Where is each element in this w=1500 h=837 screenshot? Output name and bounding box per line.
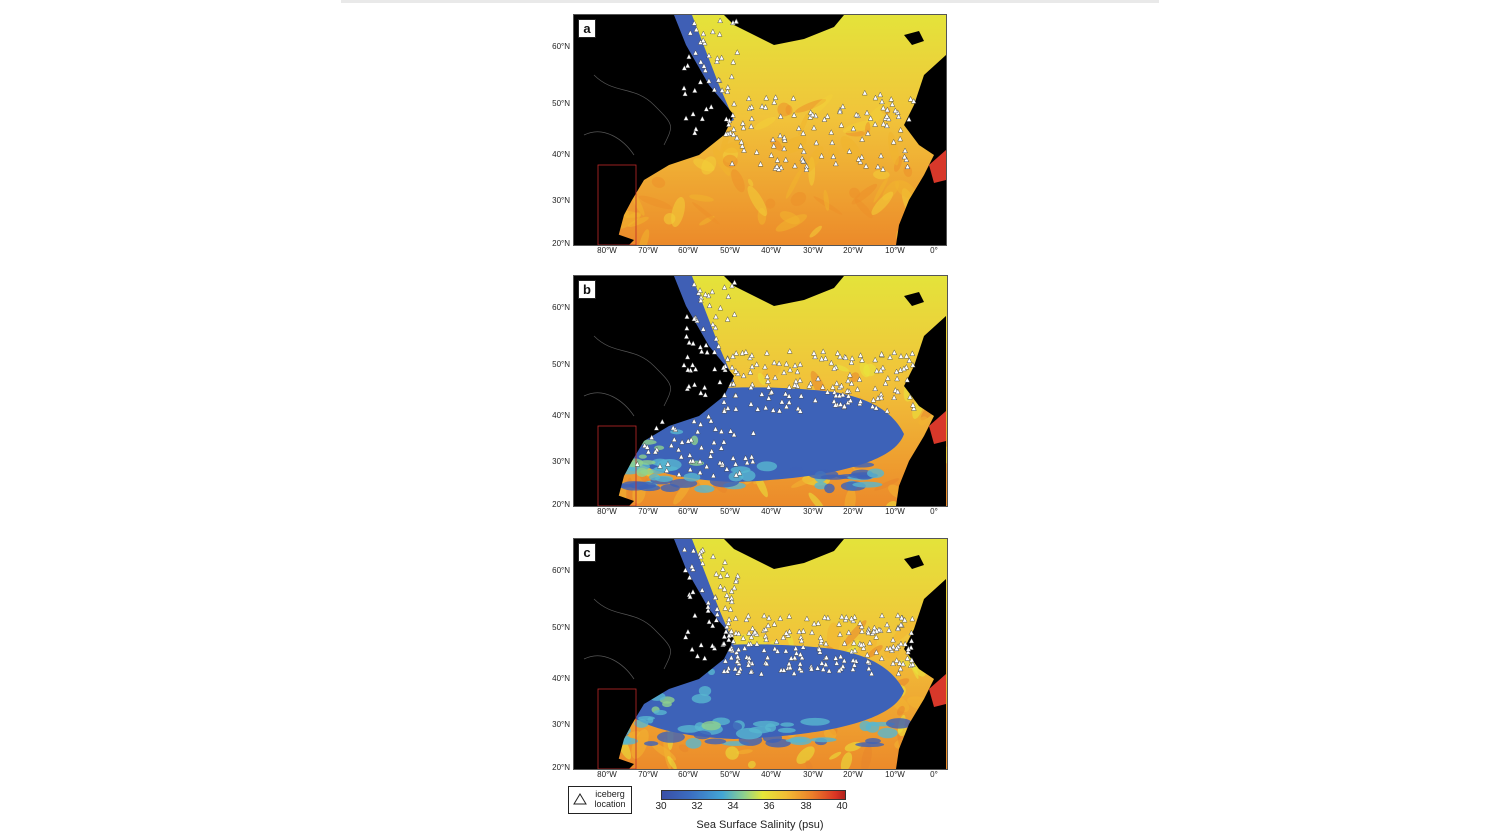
lat-label: 60°N bbox=[552, 566, 570, 575]
lon-label: 70°W bbox=[638, 770, 658, 779]
panel-label: a bbox=[578, 19, 596, 38]
lon-label: 10°W bbox=[885, 507, 905, 516]
lon-label: 50°W bbox=[720, 770, 740, 779]
lon-label: 50°W bbox=[720, 507, 740, 516]
lon-label: 40°W bbox=[761, 507, 781, 516]
colorbar-tick: 40 bbox=[836, 801, 848, 812]
colorbar-tick: 36 bbox=[763, 801, 775, 812]
map-panel-b: b bbox=[573, 275, 948, 507]
colorbar-tick: 30 bbox=[655, 801, 667, 812]
lon-label: 30°W bbox=[803, 246, 823, 255]
lon-label: 40°W bbox=[761, 770, 781, 779]
lat-label: 30°N bbox=[552, 457, 570, 466]
iceberg-legend: iceberg location bbox=[568, 786, 632, 814]
lat-label: 50°N bbox=[552, 99, 570, 108]
lat-label: 20°N bbox=[552, 500, 570, 509]
legend-text: iceberg location bbox=[590, 789, 630, 809]
lon-label: 80°W bbox=[597, 770, 617, 779]
lon-label: 20°W bbox=[843, 770, 863, 779]
panel-label: b bbox=[578, 280, 596, 299]
lon-label: 30°W bbox=[803, 770, 823, 779]
lon-label: 60°W bbox=[678, 507, 698, 516]
lon-label: 0° bbox=[930, 770, 938, 779]
lon-label: 50°W bbox=[720, 246, 740, 255]
lon-label: 20°W bbox=[843, 246, 863, 255]
lat-label: 40°N bbox=[552, 674, 570, 683]
lon-label: 60°W bbox=[678, 770, 698, 779]
lat-label: 30°N bbox=[552, 196, 570, 205]
lon-label: 10°W bbox=[885, 770, 905, 779]
map-panel-c: c bbox=[573, 538, 948, 770]
lat-label: 30°N bbox=[552, 720, 570, 729]
lat-label: 20°N bbox=[552, 239, 570, 248]
top-divider bbox=[341, 0, 1159, 3]
lon-label: 30°W bbox=[803, 507, 823, 516]
lat-label: 50°N bbox=[552, 623, 570, 632]
colorbar-tick: 34 bbox=[727, 801, 739, 812]
colorbar-label: Sea Surface Salinity (psu) bbox=[696, 819, 824, 831]
panel-label: c bbox=[578, 543, 596, 562]
lon-label: 70°W bbox=[638, 246, 658, 255]
lon-label: 10°W bbox=[885, 246, 905, 255]
lon-label: 80°W bbox=[597, 507, 617, 516]
sea-surface-map bbox=[574, 15, 946, 245]
colorbar-tick: 32 bbox=[691, 801, 703, 812]
lat-label: 60°N bbox=[552, 303, 570, 312]
lat-label: 40°N bbox=[552, 411, 570, 420]
lon-label: 0° bbox=[930, 507, 938, 516]
legend-line-2: location bbox=[594, 799, 626, 809]
lat-label: 40°N bbox=[552, 150, 570, 159]
colorbar-tick: 38 bbox=[800, 801, 812, 812]
lat-label: 50°N bbox=[552, 360, 570, 369]
lon-label: 0° bbox=[930, 246, 938, 255]
sea-surface-map bbox=[574, 276, 947, 506]
lat-label: 20°N bbox=[552, 763, 570, 772]
lon-label: 70°W bbox=[638, 507, 658, 516]
sea-surface-map bbox=[574, 539, 947, 769]
map-panel-a: a bbox=[573, 14, 947, 246]
lat-label: 60°N bbox=[552, 42, 570, 51]
salinity-colorbar bbox=[661, 790, 846, 800]
lon-label: 40°W bbox=[761, 246, 781, 255]
triangle-icon bbox=[573, 793, 587, 805]
lon-label: 80°W bbox=[597, 246, 617, 255]
lon-label: 60°W bbox=[678, 246, 698, 255]
legend-line-1: iceberg bbox=[595, 789, 625, 799]
lon-label: 20°W bbox=[843, 507, 863, 516]
